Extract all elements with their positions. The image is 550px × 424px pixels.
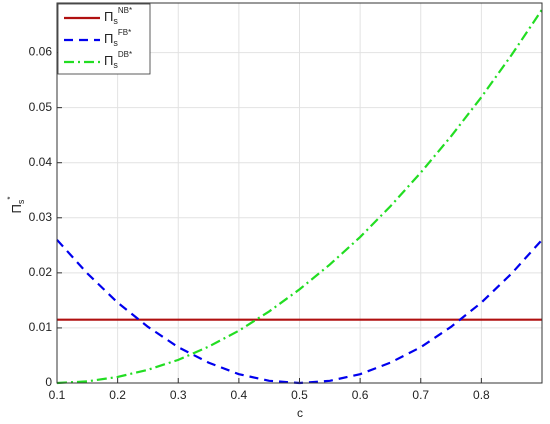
legend-label-sub: s — [113, 16, 118, 26]
legend-label: ΠsNB* — [104, 6, 132, 26]
x-tick-label: 0.2 — [109, 388, 126, 402]
y-axis-label-sup: * — [6, 196, 15, 199]
y-tick-label: 0.01 — [29, 320, 53, 334]
legend-label-sup: NB* — [118, 6, 132, 15]
y-axis-label: Πs* — [6, 196, 26, 213]
legend: ΠsNB*ΠsFB*ΠsDB* — [57, 3, 151, 75]
y-axis-label-base: Π — [9, 204, 24, 213]
y-tick-label: 0.06 — [29, 45, 53, 59]
y-tick-label: 0.02 — [29, 265, 53, 279]
y-tick-label: 0 — [45, 375, 52, 389]
legend-label: ΠsDB* — [104, 50, 132, 70]
legend-label-base: Π — [104, 53, 113, 68]
x-tick-label: 0.1 — [49, 388, 66, 402]
legend-label-sup: DB* — [118, 50, 132, 59]
legend-label-base: Π — [104, 31, 113, 46]
legend-label-base: Π — [104, 9, 113, 24]
x-tick-label: 0.3 — [170, 388, 187, 402]
y-tick-label: 0.04 — [29, 155, 53, 169]
x-tick-label: 0.5 — [291, 388, 308, 402]
legend-label: ΠsFB* — [104, 28, 131, 48]
x-tick-label: 0.4 — [231, 388, 248, 402]
x-tick-label: 0.8 — [473, 388, 490, 402]
x-tick-label: 0.6 — [352, 388, 369, 402]
y-tick-label: 0.03 — [29, 210, 53, 224]
legend-label-sup: FB* — [118, 28, 131, 37]
legend-label-sub: s — [113, 38, 118, 48]
y-tick-label: 0.05 — [29, 100, 53, 114]
series-line — [56, 8, 543, 385]
ticks: 0.1 0.2 0.3 0.4 0.5 0.6 0.7 0.8 0 0.01 0.02 0.03 0.0… — [29, 45, 490, 402]
x-tick-label: 0.7 — [412, 388, 429, 402]
legend-label-sub: s — [113, 60, 118, 70]
y-axis-label-sub: s — [16, 199, 26, 204]
x-axis-label: c — [297, 406, 303, 420]
